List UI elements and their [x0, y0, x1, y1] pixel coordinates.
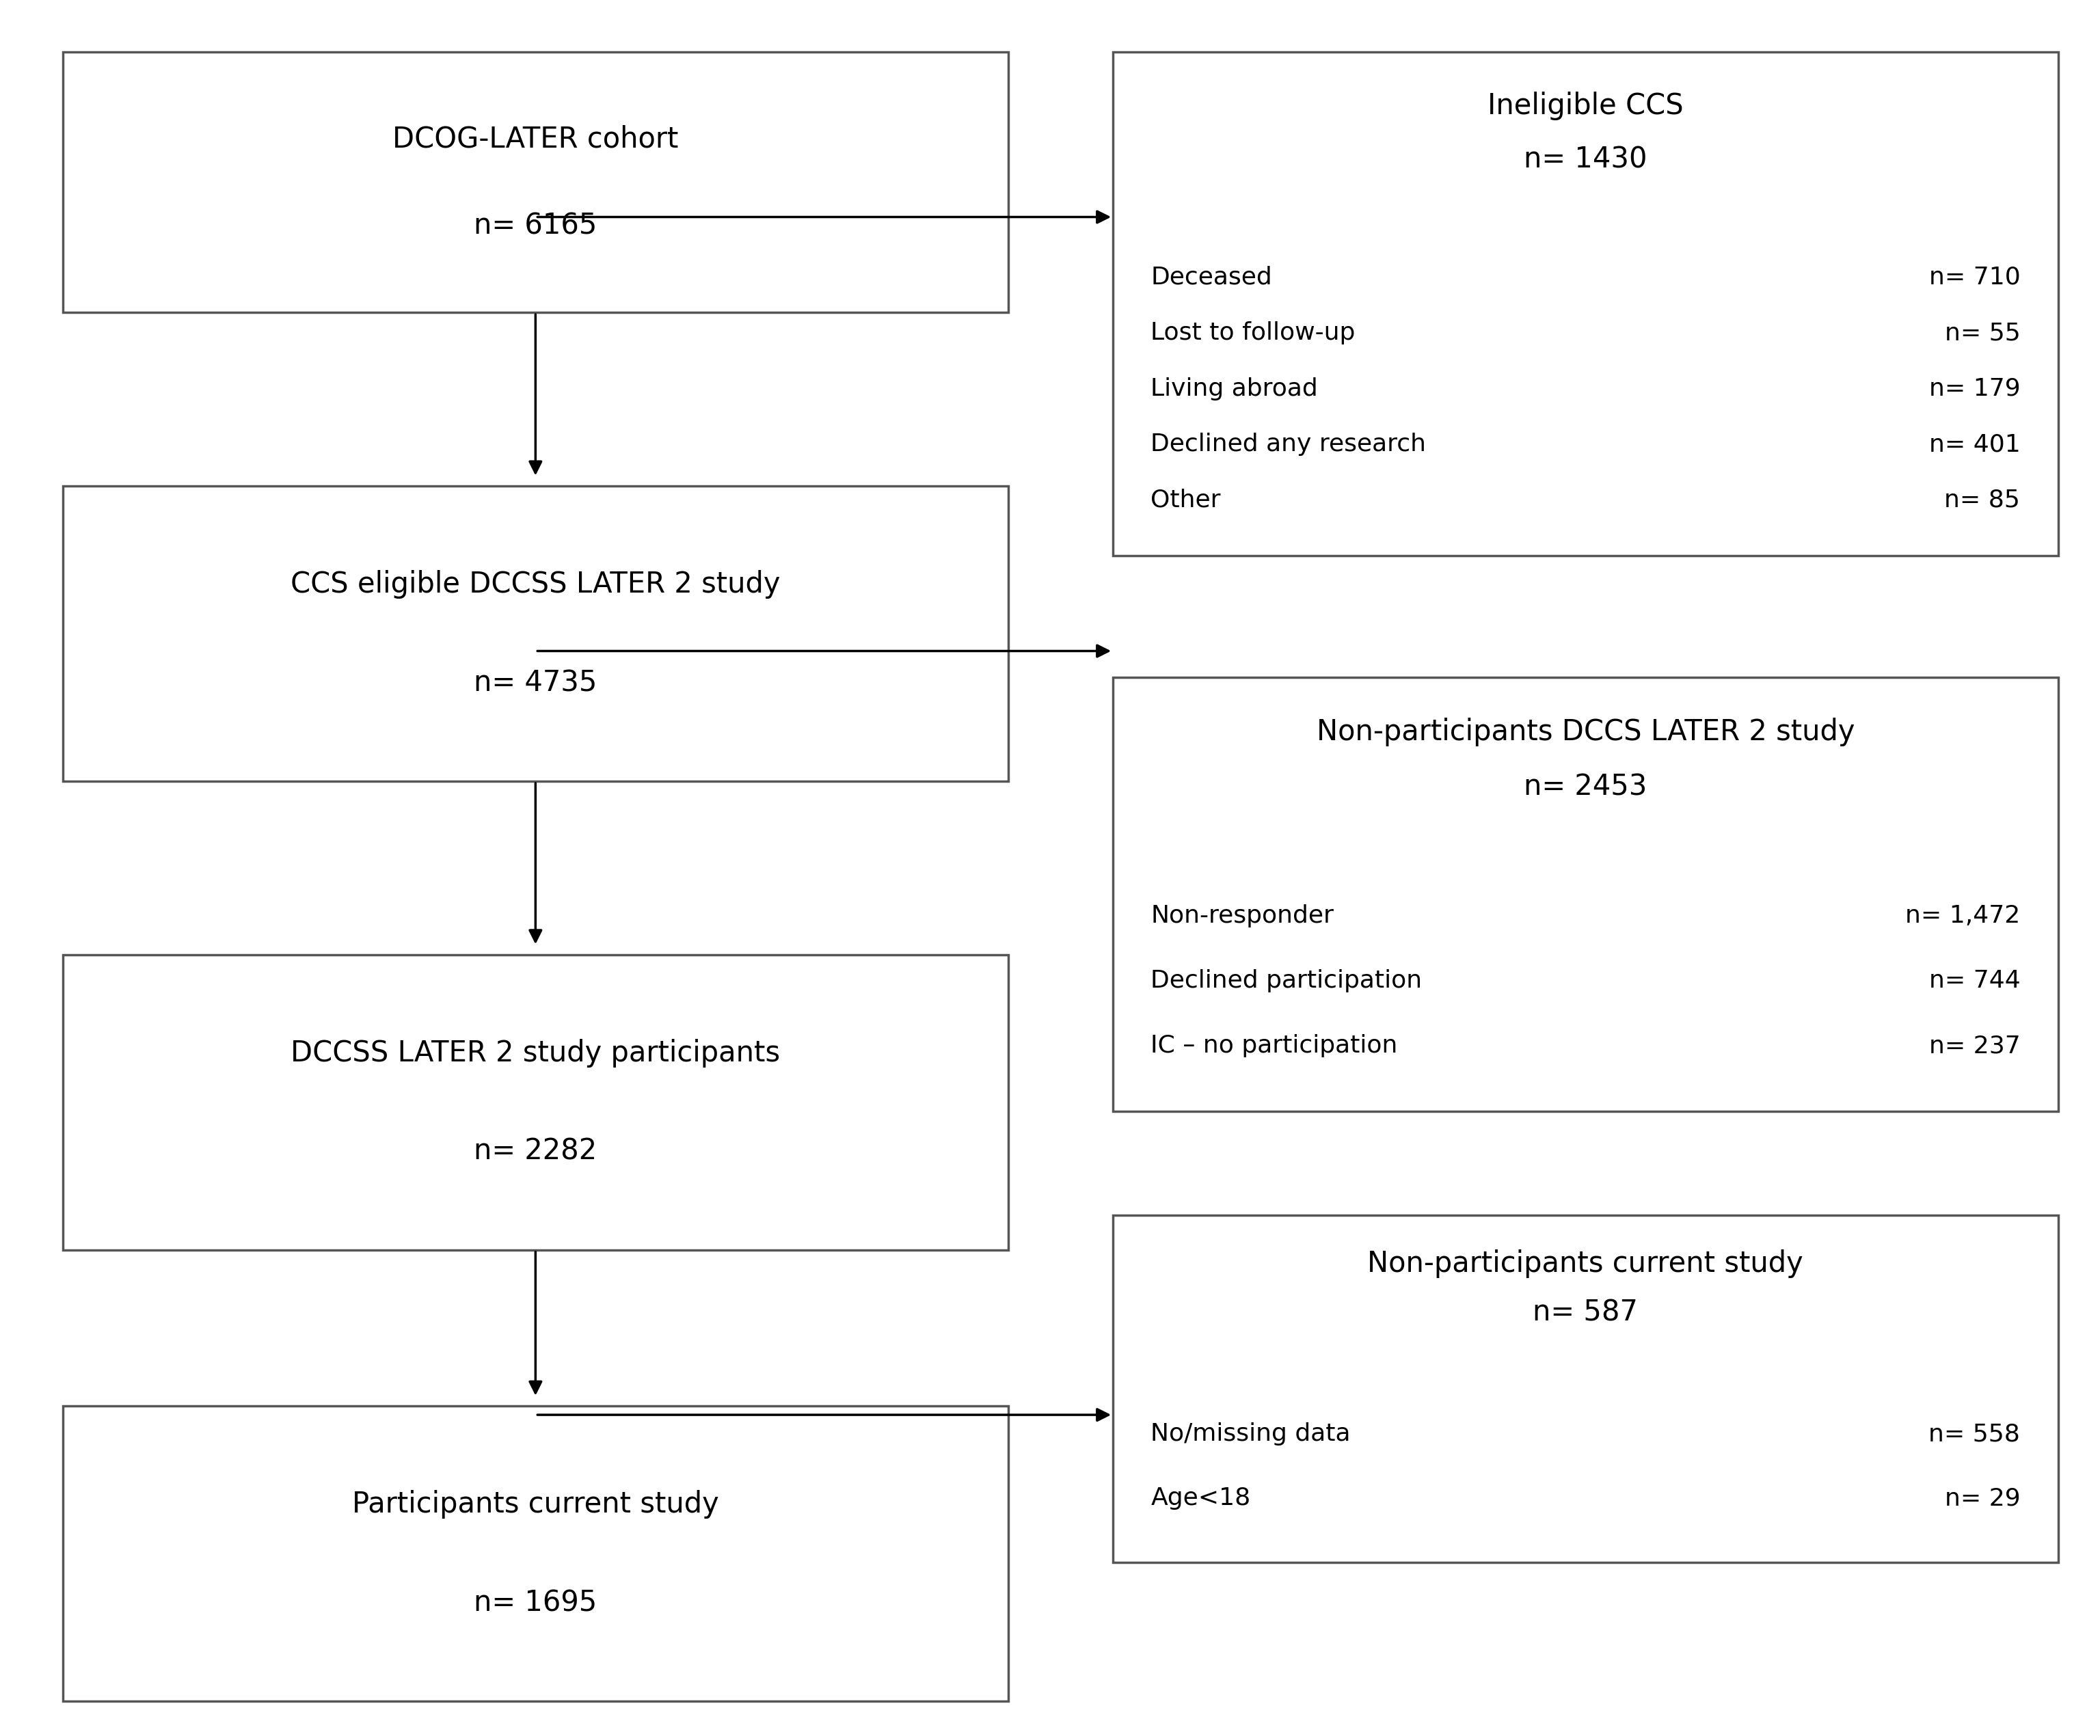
Text: n= 1430: n= 1430 — [1525, 146, 1646, 174]
Text: n= 1,472: n= 1,472 — [1905, 904, 2020, 927]
Text: Non-participants DCCS LATER 2 study: Non-participants DCCS LATER 2 study — [1317, 717, 1854, 746]
Text: No/missing data: No/missing data — [1151, 1422, 1350, 1446]
Text: n= 29: n= 29 — [1945, 1486, 2020, 1510]
Text: Living abroad: Living abroad — [1151, 377, 1319, 401]
Text: Ineligible CCS: Ineligible CCS — [1487, 92, 1684, 120]
Text: n= 2282: n= 2282 — [475, 1137, 596, 1167]
Text: n= 179: n= 179 — [1930, 377, 2020, 401]
Text: Deceased: Deceased — [1151, 266, 1273, 290]
FancyBboxPatch shape — [63, 955, 1008, 1250]
Text: n= 1695: n= 1695 — [475, 1588, 596, 1618]
FancyBboxPatch shape — [1113, 52, 2058, 556]
Text: DCCSS LATER 2 study participants: DCCSS LATER 2 study participants — [290, 1038, 781, 1068]
Text: n= 85: n= 85 — [1945, 488, 2020, 512]
Text: n= 55: n= 55 — [1945, 321, 2020, 345]
Text: Non-responder: Non-responder — [1151, 904, 1334, 927]
Text: Non-participants current study: Non-participants current study — [1367, 1250, 1804, 1278]
FancyBboxPatch shape — [63, 486, 1008, 781]
Text: n= 6165: n= 6165 — [475, 212, 596, 240]
FancyBboxPatch shape — [63, 1406, 1008, 1701]
Text: Other: Other — [1151, 488, 1220, 512]
FancyBboxPatch shape — [63, 52, 1008, 312]
Text: Declined any research: Declined any research — [1151, 432, 1426, 457]
FancyBboxPatch shape — [1113, 677, 2058, 1111]
Text: Lost to follow-up: Lost to follow-up — [1151, 321, 1354, 345]
FancyBboxPatch shape — [1113, 1215, 2058, 1562]
Text: CCS eligible DCCSS LATER 2 study: CCS eligible DCCSS LATER 2 study — [290, 569, 781, 599]
Text: n= 401: n= 401 — [1928, 432, 2020, 457]
Text: n= 2453: n= 2453 — [1525, 773, 1646, 802]
Text: n= 237: n= 237 — [1928, 1035, 2020, 1057]
Text: IC – no participation: IC – no participation — [1151, 1035, 1399, 1057]
Text: n= 587: n= 587 — [1533, 1299, 1638, 1326]
Text: n= 4735: n= 4735 — [475, 668, 596, 698]
Text: Age<18: Age<18 — [1151, 1486, 1252, 1510]
Text: DCOG-LATER cohort: DCOG-LATER cohort — [393, 125, 678, 153]
Text: n= 744: n= 744 — [1928, 969, 2020, 993]
Text: Declined participation: Declined participation — [1151, 969, 1422, 993]
Text: n= 710: n= 710 — [1928, 266, 2020, 290]
Text: n= 558: n= 558 — [1928, 1422, 2020, 1446]
Text: Participants current study: Participants current study — [353, 1489, 718, 1519]
